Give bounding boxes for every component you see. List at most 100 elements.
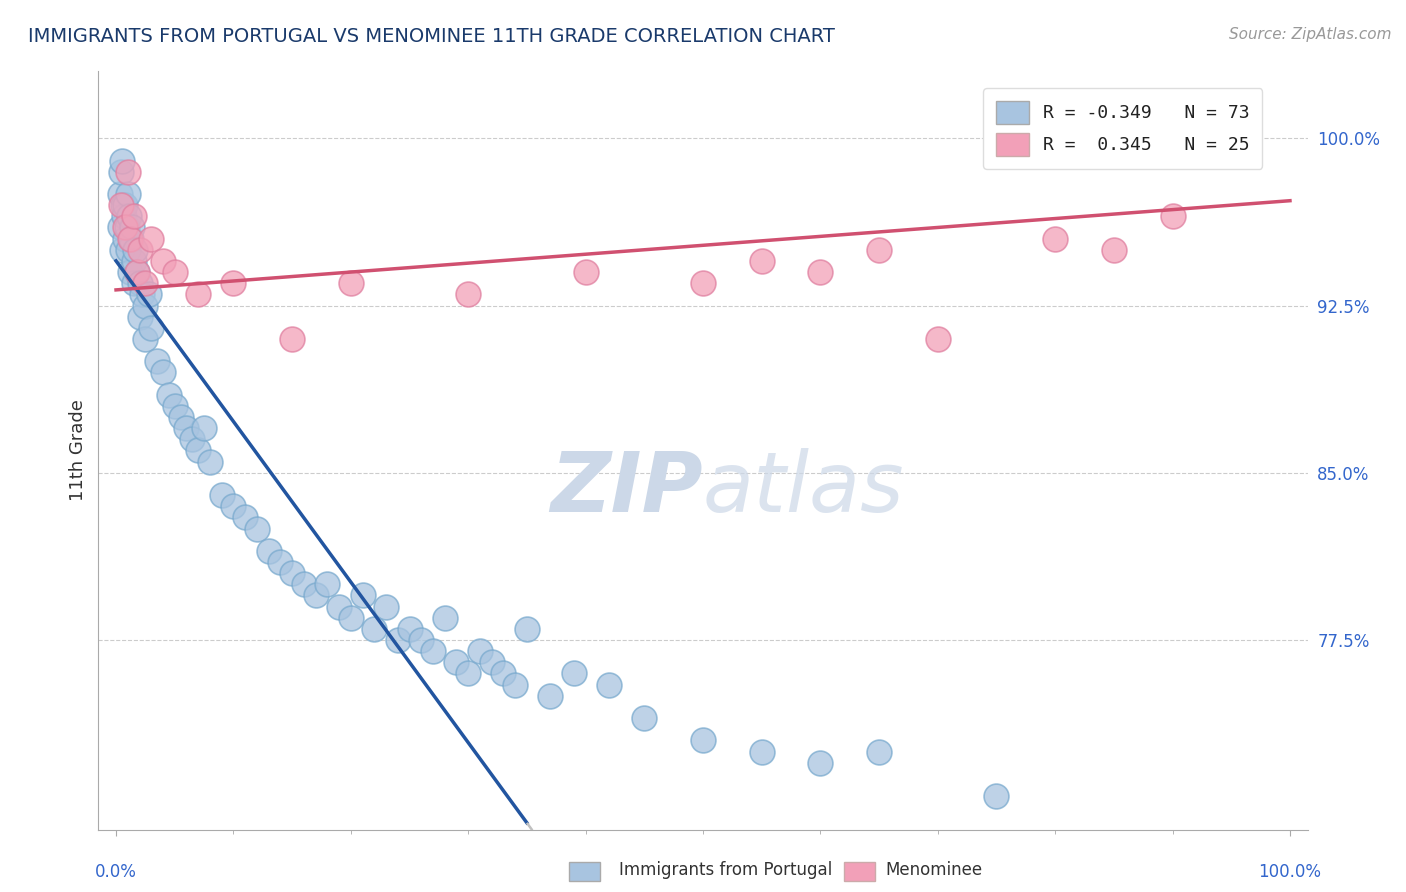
Point	[163, 265, 186, 279]
Point	[120, 231, 142, 245]
Point	[118, 209, 141, 223]
Point	[503, 677, 526, 691]
Point	[121, 220, 143, 235]
Point	[1043, 231, 1066, 245]
Point	[633, 711, 655, 725]
Point	[457, 287, 479, 301]
Point	[352, 588, 374, 602]
Point	[152, 365, 174, 379]
Point	[138, 287, 160, 301]
Point	[146, 354, 169, 368]
Point	[538, 689, 561, 703]
Point	[422, 644, 444, 658]
Text: atlas: atlas	[703, 448, 904, 529]
Point	[193, 421, 215, 435]
Point	[120, 265, 142, 279]
Point	[269, 555, 291, 569]
Point	[128, 310, 150, 324]
Point	[211, 488, 233, 502]
Point	[112, 209, 135, 223]
Point	[446, 655, 468, 669]
Point	[110, 164, 132, 178]
Point	[124, 243, 146, 257]
Point	[233, 510, 256, 524]
Point	[868, 243, 890, 257]
Point	[134, 298, 156, 313]
Point	[131, 287, 153, 301]
Point	[128, 243, 150, 257]
Point	[304, 588, 326, 602]
Point	[433, 611, 456, 625]
Point	[181, 432, 204, 446]
Point	[468, 644, 491, 658]
Point	[986, 789, 1008, 803]
Point	[492, 666, 515, 681]
Point	[562, 666, 585, 681]
Point	[1102, 243, 1125, 257]
Point	[808, 265, 831, 279]
Point	[115, 220, 138, 235]
Text: 100.0%: 100.0%	[1258, 863, 1322, 881]
Point	[808, 756, 831, 770]
Y-axis label: 11th Grade: 11th Grade	[69, 400, 87, 501]
Point	[292, 577, 315, 591]
Point	[411, 633, 433, 648]
Point	[316, 577, 339, 591]
Point	[122, 209, 145, 223]
Point	[281, 332, 304, 346]
Point	[927, 332, 949, 346]
Point	[169, 410, 191, 425]
Point	[122, 254, 145, 268]
Text: Source: ZipAtlas.com: Source: ZipAtlas.com	[1229, 27, 1392, 42]
Point	[457, 666, 479, 681]
Point	[108, 220, 131, 235]
Point	[575, 265, 598, 279]
Point	[157, 387, 180, 401]
Point	[340, 611, 363, 625]
Point	[198, 454, 221, 468]
Point	[481, 655, 503, 669]
Point	[141, 320, 163, 334]
Point	[375, 599, 398, 614]
Point	[187, 443, 209, 458]
Point	[122, 276, 145, 290]
Point	[257, 543, 280, 558]
Text: ZIP: ZIP	[550, 448, 703, 529]
Point	[120, 231, 142, 245]
Point	[114, 198, 136, 212]
Point	[110, 198, 132, 212]
Point	[516, 622, 538, 636]
Point	[868, 744, 890, 758]
Text: Immigrants from Portugal: Immigrants from Portugal	[619, 861, 832, 879]
Point	[328, 599, 350, 614]
Point	[134, 332, 156, 346]
Point	[281, 566, 304, 580]
Point	[114, 231, 136, 245]
Text: 0.0%: 0.0%	[96, 863, 136, 881]
Point	[128, 276, 150, 290]
Point	[112, 198, 135, 212]
Point	[176, 421, 198, 435]
Point	[363, 622, 385, 636]
Legend: R = -0.349   N = 73, R =  0.345   N = 25: R = -0.349 N = 73, R = 0.345 N = 25	[983, 88, 1263, 169]
Point	[387, 633, 409, 648]
Point	[751, 744, 773, 758]
Point	[692, 733, 714, 747]
Point	[134, 276, 156, 290]
Point	[152, 254, 174, 268]
Text: IMMIGRANTS FROM PORTUGAL VS MENOMINEE 11TH GRADE CORRELATION CHART: IMMIGRANTS FROM PORTUGAL VS MENOMINEE 11…	[28, 27, 835, 45]
Point	[163, 399, 186, 413]
Point	[398, 622, 420, 636]
Point	[598, 677, 620, 691]
Point	[141, 231, 163, 245]
Text: Menominee: Menominee	[886, 861, 983, 879]
Point	[108, 187, 131, 202]
Point	[127, 265, 149, 279]
Point	[1161, 209, 1184, 223]
Point	[111, 153, 134, 168]
Point	[246, 521, 269, 535]
Point	[751, 254, 773, 268]
Point	[114, 220, 136, 235]
Point	[117, 164, 139, 178]
Point	[222, 500, 245, 514]
